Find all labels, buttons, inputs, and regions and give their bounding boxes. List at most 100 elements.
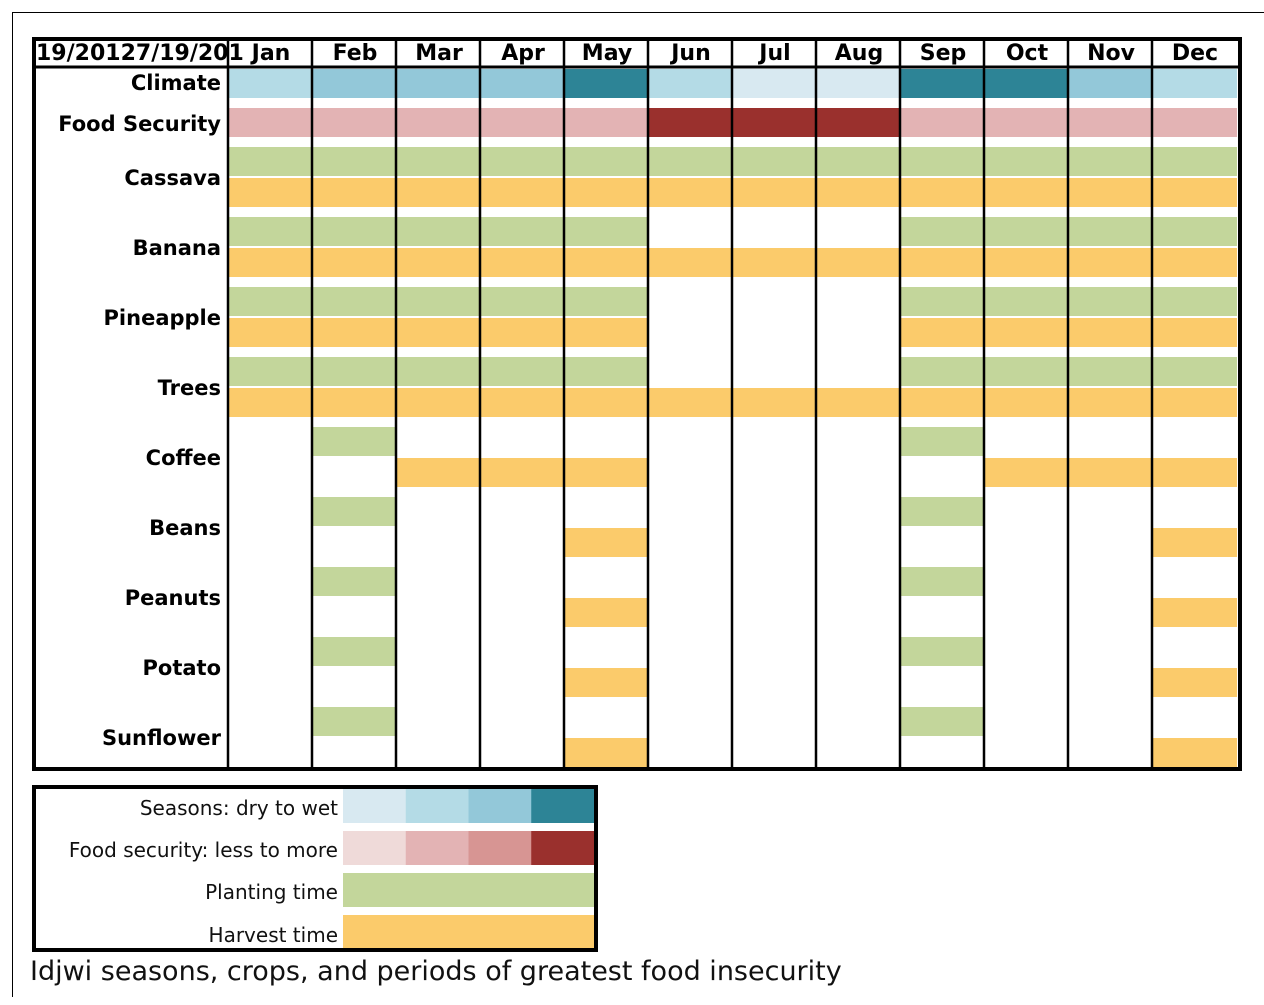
coffee-harvest-may [565, 458, 649, 487]
legend-harvest-label: Harvest time [209, 923, 338, 947]
cassava-planting-apr [481, 147, 565, 176]
month-header-jun: Jun [669, 41, 711, 66]
food-security-cell-jun [649, 108, 733, 137]
banana-harvest-feb [313, 248, 397, 277]
coffee-harvest-apr [481, 458, 565, 487]
trees-planting-feb [313, 357, 397, 386]
cassava-harvest-oct [985, 178, 1069, 207]
trees-harvest-nov [1069, 388, 1153, 417]
climate-cell-dec [1153, 69, 1237, 98]
pineapple-harvest-sep [901, 318, 985, 347]
banana-harvest-dec [1153, 248, 1237, 277]
cassava-planting-feb [313, 147, 397, 176]
trees-planting-jan [229, 357, 313, 386]
potato-planting-feb [313, 637, 397, 666]
pineapple-harvest-jan [229, 318, 313, 347]
trees-planting-nov [1069, 357, 1153, 386]
cassava-harvest-sep [901, 178, 985, 207]
peanuts-harvest-may [565, 598, 649, 627]
pineapple-planting-sep [901, 287, 985, 316]
trees-planting-mar [397, 357, 481, 386]
banana-harvest-aug [817, 248, 901, 277]
cassava-harvest-dec [1153, 178, 1237, 207]
month-header-may: May [582, 41, 632, 66]
banana-planting-feb [313, 217, 397, 246]
cassava-planting-mar [397, 147, 481, 176]
trees-planting-sep [901, 357, 985, 386]
row-label-climate: Climate [131, 71, 221, 95]
figure-frame [12, 12, 1264, 997]
legend-season-swatch-1 [343, 789, 407, 823]
climate-cell-oct [985, 69, 1069, 98]
legend-box: Seasons: dry to wet Food security: less t… [32, 785, 598, 952]
trees-harvest-apr [481, 388, 565, 417]
pineapple-planting-may [565, 287, 649, 316]
banana-harvest-apr [481, 248, 565, 277]
month-header-sep: Sep [920, 41, 967, 66]
legend-food-swatch-4 [531, 831, 594, 865]
figure-caption: Idjwi seasons, crops, and periods of gre… [30, 956, 842, 987]
pineapple-harvest-dec [1153, 318, 1237, 347]
food-security-cell-feb [313, 108, 397, 137]
food-security-cell-dec [1153, 108, 1237, 137]
cassava-harvest-mar [397, 178, 481, 207]
pineapple-planting-nov [1069, 287, 1153, 316]
beans-planting-sep [901, 497, 985, 526]
banana-planting-sep [901, 217, 985, 246]
food-security-cell-sep [901, 108, 985, 137]
trees-planting-dec [1153, 357, 1237, 386]
header-corner-label: 19/20127/19/201 [36, 41, 244, 66]
pineapple-planting-dec [1153, 287, 1237, 316]
beans-planting-feb [313, 497, 397, 526]
banana-harvest-mar [397, 248, 481, 277]
trees-harvest-sep [901, 388, 985, 417]
climate-cell-mar [397, 69, 481, 98]
food-security-cell-apr [481, 108, 565, 137]
pineapple-planting-oct [985, 287, 1069, 316]
food-security-cell-nov [1069, 108, 1153, 137]
banana-harvest-sep [901, 248, 985, 277]
pineapple-harvest-apr [481, 318, 565, 347]
legend-food-swatch-2 [405, 831, 469, 865]
food-security-cell-oct [985, 108, 1069, 137]
legend-harvest-swatch [343, 915, 594, 948]
legend-planting-label: Planting time [205, 880, 338, 904]
legend-season-swatch-2 [405, 789, 469, 823]
banana-planting-apr [481, 217, 565, 246]
pineapple-planting-jan [229, 287, 313, 316]
month-header-dec: Dec [1172, 41, 1218, 66]
cassava-planting-oct [985, 147, 1069, 176]
legend-svg: Seasons: dry to wet Food security: less t… [69, 789, 594, 948]
cassava-harvest-may [565, 178, 649, 207]
month-header-jan: Jan [250, 41, 291, 66]
pineapple-harvest-oct [985, 318, 1069, 347]
row-label-sunflower: Sunflower [102, 726, 222, 750]
climate-cell-apr [481, 69, 565, 98]
potato-harvest-may [565, 668, 649, 697]
cassava-harvest-jan [229, 178, 313, 207]
cassava-harvest-jul [733, 178, 817, 207]
cassava-harvest-aug [817, 178, 901, 207]
month-header-feb: Feb [333, 41, 378, 66]
banana-planting-nov [1069, 217, 1153, 246]
cassava-planting-nov [1069, 147, 1153, 176]
food-security-cell-jul [733, 108, 817, 137]
coffee-harvest-nov [1069, 458, 1153, 487]
legend-food-swatch-3 [468, 831, 532, 865]
food-security-cell-may [565, 108, 649, 137]
banana-harvest-nov [1069, 248, 1153, 277]
peanuts-harvest-dec [1153, 598, 1237, 627]
trees-harvest-oct [985, 388, 1069, 417]
cassava-harvest-apr [481, 178, 565, 207]
legend-seasons-label: Seasons: dry to wet [140, 796, 338, 820]
cassava-planting-sep [901, 147, 985, 176]
climate-cell-may [565, 69, 649, 98]
cassava-harvest-feb [313, 178, 397, 207]
sunflower-harvest-may [565, 738, 649, 767]
banana-harvest-may [565, 248, 649, 277]
coffee-harvest-mar [397, 458, 481, 487]
cassava-planting-may [565, 147, 649, 176]
legend-season-swatch-4 [531, 789, 594, 823]
potato-harvest-dec [1153, 668, 1237, 697]
trees-harvest-jan [229, 388, 313, 417]
